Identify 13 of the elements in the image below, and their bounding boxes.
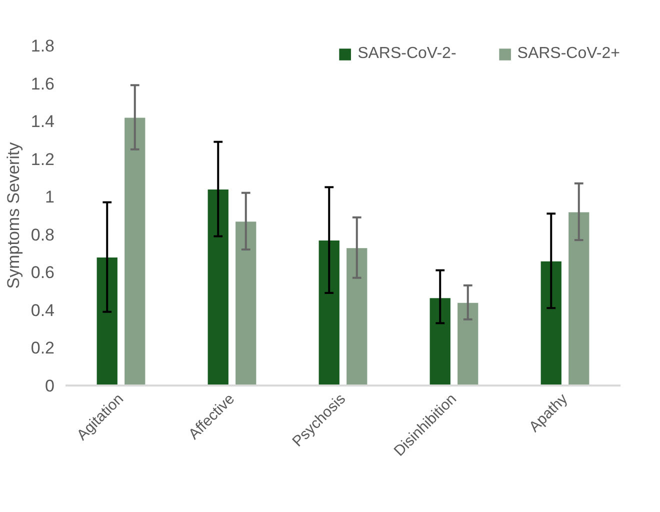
y-tick-label: 1 — [45, 188, 55, 207]
legend-label: SARS-CoV-2+ — [517, 45, 620, 63]
y-tick-label: 0 — [45, 376, 55, 396]
y-axis-title: Symptoms Severity — [4, 142, 23, 289]
y-tick-label: 0.4 — [30, 300, 55, 320]
y-tick-label: 0.8 — [30, 225, 55, 244]
legend-label: SARS-CoV-2- — [358, 45, 456, 63]
y-tick-label: 1.6 — [30, 74, 55, 94]
y-tick-label: 0.2 — [30, 338, 55, 358]
y-tick-label: 1.2 — [30, 150, 55, 169]
y-tick-label: 1.8 — [30, 36, 55, 56]
y-tick-label: 1.4 — [30, 112, 55, 132]
y-tick-label: 0.6 — [30, 263, 55, 282]
